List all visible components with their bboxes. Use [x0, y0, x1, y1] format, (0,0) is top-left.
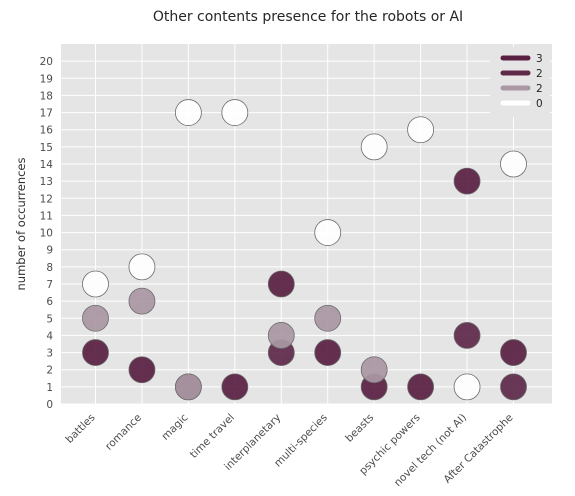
data-point-series-1: [453, 322, 481, 349]
data-point-series-2: [174, 373, 202, 401]
data-point-series-0: [221, 373, 249, 401]
data-point-series-2: [360, 356, 388, 384]
x-tick-label: battles: [64, 412, 98, 446]
legend-label: 2: [536, 68, 543, 80]
y-axis-label: number of occurrences: [14, 157, 28, 290]
data-point-series-2: [314, 304, 342, 332]
data-point-series-0: [314, 339, 342, 366]
y-tick-label: 6: [46, 296, 53, 308]
data-point-series-3: [128, 253, 156, 281]
y-tick-label: 17: [40, 108, 53, 120]
data-point-series-3: [82, 270, 109, 298]
y-tick-label: 11: [40, 210, 53, 222]
data-point-series-0: [500, 339, 527, 366]
y-tick-label: 14: [40, 159, 54, 171]
data-points: [82, 99, 527, 401]
data-point-series-2: [128, 287, 156, 315]
data-point-series-3: [407, 116, 435, 144]
x-tick-label: romance: [103, 412, 144, 453]
data-point-series-3: [221, 99, 249, 126]
legend-label: 2: [536, 83, 543, 95]
y-tick-label: 15: [40, 142, 53, 154]
data-point-series-0: [267, 270, 295, 298]
data-point-series-0: [453, 167, 481, 195]
y-tick-label: 16: [40, 125, 54, 137]
data-point-series-3: [174, 99, 202, 126]
legend-label: 0: [536, 98, 543, 110]
data-point-series-0: [82, 339, 109, 366]
y-tick-label: 0: [46, 399, 53, 411]
y-tick-label: 13: [40, 176, 53, 188]
data-point-series-0: [407, 373, 435, 401]
plot-area: [61, 44, 552, 404]
data-point-series-2: [267, 322, 295, 349]
legend: 3 2 2 0: [490, 47, 550, 117]
x-tick-label: time travel: [188, 412, 237, 461]
y-tick-label: 9: [46, 245, 53, 257]
y-tick-label: 4: [46, 330, 53, 342]
chart-title: Other contents presence for the robots o…: [153, 9, 463, 25]
legend-label: 3: [536, 53, 543, 65]
data-point-series-3: [500, 150, 527, 178]
data-point-series-1: [500, 373, 527, 401]
data-point-series-3: [314, 219, 342, 246]
data-point-series-3: [453, 373, 481, 401]
y-tick-label: 7: [46, 279, 53, 291]
x-tick-label: magic: [159, 411, 190, 442]
y-tick-label: 10: [40, 228, 53, 240]
y-tick-label: 1: [46, 382, 53, 394]
y-tick-label: 18: [40, 90, 53, 102]
x-tick-label: beasts: [343, 412, 376, 445]
y-tick-label: 20: [40, 56, 53, 68]
data-point-series-3: [360, 133, 388, 161]
y-tick-label: 2: [46, 365, 53, 377]
y-tick-label: 5: [46, 313, 53, 325]
data-point-series-0: [128, 356, 156, 384]
y-tick-label: 8: [46, 262, 53, 274]
data-point-series-2: [82, 304, 109, 332]
y-tick-label: 12: [40, 193, 53, 205]
y-tick-label: 3: [46, 348, 53, 360]
y-tick-label: 19: [40, 73, 53, 85]
